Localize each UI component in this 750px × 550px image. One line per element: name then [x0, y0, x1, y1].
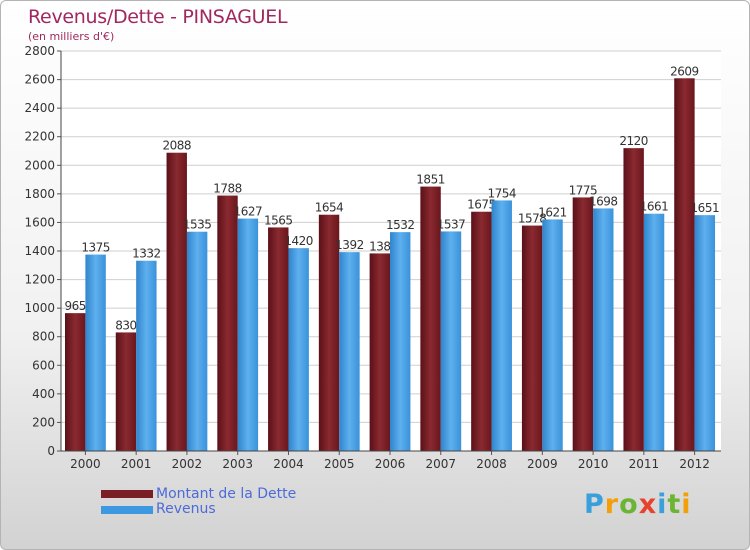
bar-revenue: [542, 219, 563, 451]
legend-label-debt: Montant de la Dette: [156, 486, 297, 502]
bar-revenue: [440, 231, 462, 451]
x-tick-label: 2010: [578, 457, 609, 471]
y-tick-label: 1400: [24, 244, 55, 258]
x-tick-label: 2001: [121, 457, 152, 471]
bar-revenue: [390, 232, 411, 451]
value-label-debt: 2088: [162, 139, 191, 153]
x-tick-label: 2012: [679, 457, 710, 471]
bar-revenue: [237, 218, 259, 451]
y-tick-label: 2600: [24, 73, 55, 87]
bar-revenue: [694, 215, 716, 451]
bar-debt: [369, 253, 391, 451]
value-label-debt: 1788: [213, 182, 242, 196]
value-label-revenue: 1698: [589, 194, 618, 208]
bar-debt: [166, 152, 187, 451]
legend-swatch-debt: [101, 490, 153, 498]
bar-debt: [217, 195, 238, 451]
bar-debt: [65, 313, 86, 451]
y-tick-label: 800: [32, 330, 55, 344]
y-tick-label: 1200: [24, 273, 55, 287]
y-tick-label: 2000: [24, 158, 55, 172]
proxiti-logo: Proxiti: [584, 489, 692, 520]
logo-letter: P: [584, 489, 605, 520]
bar-debt: [623, 148, 644, 451]
bar-debt: [521, 225, 543, 451]
value-label-revenue: 1535: [183, 218, 212, 232]
y-tick-label: 0: [47, 444, 55, 458]
y-tick-label: 2400: [24, 101, 55, 115]
x-tick-label: 2006: [375, 457, 406, 471]
legend-label-revenue: Revenus: [156, 501, 216, 517]
value-label-debt: 1851: [416, 173, 445, 187]
bar-revenue: [186, 231, 208, 451]
y-tick-label: 200: [32, 415, 55, 429]
bar-revenue: [288, 248, 309, 451]
y-tick-label: 2200: [24, 130, 55, 144]
value-label-debt: 965: [64, 299, 85, 313]
bar-debt: [572, 197, 594, 451]
value-label-debt: 1775: [569, 183, 598, 197]
value-label-debt: 1565: [264, 213, 293, 227]
y-tick-label: 600: [32, 358, 55, 372]
bar-debt: [115, 332, 137, 451]
bar-debt: [471, 211, 492, 451]
bar-revenue: [491, 200, 512, 451]
chart-subtitle: (en milliers d'€): [28, 30, 115, 43]
x-tick-label: 2008: [476, 457, 507, 471]
value-label-revenue: 1375: [81, 241, 110, 255]
value-label-revenue: 1392: [335, 238, 364, 252]
chart-title: Revenus/Dette - PINSAGUEL: [28, 6, 288, 28]
value-label-revenue: 1621: [538, 205, 567, 219]
x-tick-label: 2005: [324, 457, 355, 471]
value-label-debt: 2120: [619, 134, 648, 148]
value-label-revenue: 1537: [437, 217, 466, 231]
y-tick-label: 1000: [24, 301, 55, 315]
value-label-revenue: 1420: [284, 234, 313, 248]
value-label-revenue: 1332: [132, 247, 161, 261]
logo-letter: i: [681, 489, 692, 520]
value-label-revenue: 1754: [487, 186, 516, 200]
x-tick-label: 2003: [222, 457, 253, 471]
value-label-revenue: 1627: [234, 205, 263, 219]
x-tick-label: 2000: [70, 457, 101, 471]
logo-letter: t: [667, 489, 682, 520]
x-tick-label: 2002: [172, 457, 203, 471]
y-tick-label: 2800: [24, 44, 55, 58]
bar-revenue: [643, 213, 665, 451]
logo-letter: o: [619, 489, 639, 520]
bar-debt: [268, 227, 289, 451]
x-tick-label: 2007: [426, 457, 457, 471]
bar-revenue: [85, 254, 106, 451]
bar-revenue: [136, 260, 157, 451]
value-label-debt: 2609: [670, 64, 699, 78]
bar-revenue: [593, 208, 614, 451]
value-label-debt: 830: [115, 318, 136, 332]
value-label-revenue: 1661: [640, 200, 669, 214]
legend-swatch-revenue: [101, 506, 153, 514]
y-tick-label: 1800: [24, 187, 55, 201]
logo-letter: i: [657, 489, 668, 520]
bar-revenue: [339, 252, 360, 451]
y-tick-label: 1600: [24, 215, 55, 229]
value-label-debt: 1654: [315, 201, 344, 215]
value-label-revenue: 1651: [691, 201, 720, 215]
bar-debt: [674, 78, 695, 452]
value-label-revenue: 1532: [386, 218, 415, 232]
logo-letter: x: [638, 489, 658, 520]
x-tick-label: 2009: [527, 457, 558, 471]
value-label-debt: 1675: [467, 198, 496, 212]
value-label-debt: 1578: [518, 212, 547, 226]
bar-debt: [420, 186, 441, 452]
value-label-debt: 138: [369, 239, 390, 253]
x-tick-label: 2011: [629, 457, 660, 471]
y-tick-label: 400: [32, 387, 55, 401]
bar-debt: [318, 214, 340, 451]
logo-letter: r: [604, 489, 620, 520]
x-tick-label: 2004: [273, 457, 304, 471]
